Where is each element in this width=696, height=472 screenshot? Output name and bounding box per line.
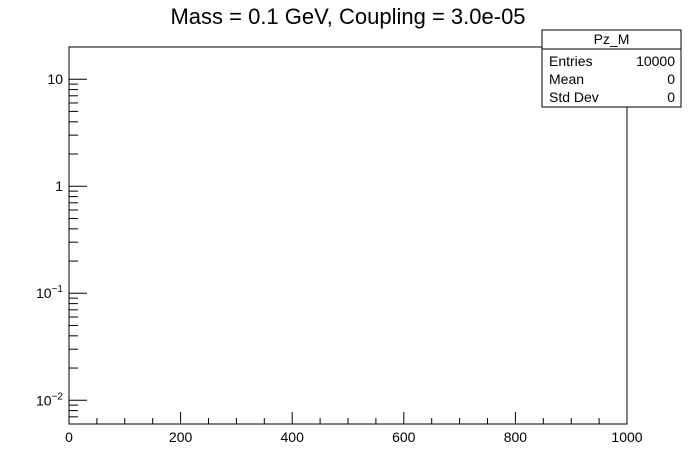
x-tick-label: 200 (169, 429, 193, 445)
stats-box: Pz_M Entries 10000 Mean 0 Std Dev 0 (541, 29, 682, 108)
y-tick-exponent: −1 (52, 284, 64, 295)
stats-entries-value: 10000 (636, 53, 675, 69)
stats-box-frame (541, 29, 682, 108)
y-tick-label: 1 (55, 178, 63, 194)
x-tick-label: 600 (392, 429, 416, 445)
chart-title: Mass = 0.1 GeV, Coupling = 3.0e-05 (170, 4, 525, 29)
stats-mean-value: 0 (667, 71, 675, 87)
x-axis: 0 200 400 600 800 1000 (65, 412, 643, 445)
y-tick-label: 10−1 (36, 284, 63, 301)
stats-stddev-value: 0 (667, 89, 675, 105)
stats-box-name: Pz_M (594, 31, 630, 47)
y-tick-exponent: −2 (52, 391, 64, 402)
x-tick-label: 1000 (611, 429, 642, 445)
stats-stddev-label: Std Dev (549, 89, 599, 105)
x-tick-label: 800 (504, 429, 528, 445)
y-tick-base: 10 (36, 392, 52, 408)
y-tick-base: 10 (36, 285, 52, 301)
y-tick-label: 10−2 (36, 391, 63, 408)
stats-entries-label: Entries (549, 53, 593, 69)
y-tick-label: 10 (47, 71, 63, 87)
x-tick-label: 400 (281, 429, 305, 445)
stats-mean-label: Mean (549, 71, 584, 87)
x-tick-label: 0 (65, 429, 73, 445)
